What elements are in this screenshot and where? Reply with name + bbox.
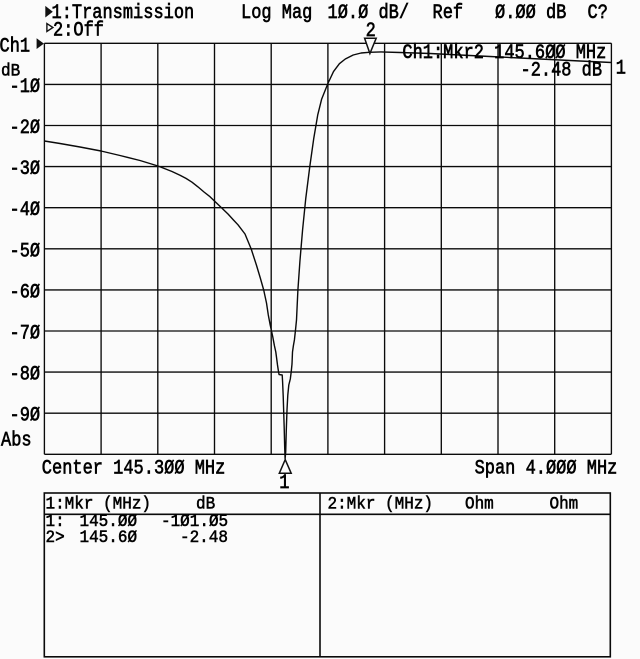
svg-text:-5Ø: -5Ø <box>10 240 41 263</box>
svg-text:1Ø.Ø dB/: 1Ø.Ø dB/ <box>328 2 410 25</box>
svg-text:dB: dB <box>1 62 20 82</box>
svg-text:1: 1 <box>279 472 289 495</box>
svg-text:Span 4.ØØØ MHz: Span 4.ØØØ MHz <box>475 458 618 481</box>
svg-text:Ch1:Mkr2 145.6ØØ MHz: Ch1:Mkr2 145.6ØØ MHz <box>402 42 606 65</box>
svg-text:2: 2 <box>366 20 376 43</box>
svg-text:2>: 2> <box>46 528 65 548</box>
svg-text:Ref: Ref <box>433 2 464 25</box>
svg-text:-2.48: -2.48 <box>180 528 228 548</box>
svg-text:-1Ø: -1Ø <box>10 76 41 99</box>
svg-text:dB: dB <box>196 495 215 515</box>
svg-text:-3Ø: -3Ø <box>10 158 41 181</box>
svg-text:Center 145.3ØØ MHz: Center 145.3ØØ MHz <box>42 458 226 481</box>
svg-text:Ohm: Ohm <box>550 495 579 515</box>
svg-text:Abs: Abs <box>1 429 32 452</box>
svg-text:145.6Ø: 145.6Ø <box>80 528 138 548</box>
svg-text:1:: 1: <box>46 513 65 533</box>
svg-text:C?: C? <box>588 2 608 25</box>
svg-text:-2Ø: -2Ø <box>10 117 41 140</box>
svg-text:-7Ø: -7Ø <box>10 322 41 345</box>
svg-text:-4Ø: -4Ø <box>10 199 41 222</box>
svg-text:1:Transmission: 1:Transmission <box>52 2 195 25</box>
svg-text:Ch1: Ch1 <box>0 35 30 58</box>
svg-text:2:Off: 2:Off <box>53 20 104 43</box>
svg-text:1: 1 <box>616 57 626 80</box>
svg-text:-8Ø: -8Ø <box>10 363 41 386</box>
svg-text:Ø.ØØ dB: Ø.ØØ dB <box>495 2 566 25</box>
svg-text:-9Ø: -9Ø <box>10 405 41 428</box>
svg-text:-1Ø1.Ø5: -1Ø1.Ø5 <box>161 513 228 533</box>
svg-text:-6Ø: -6Ø <box>10 281 41 304</box>
svg-text:Ohm: Ohm <box>465 495 494 515</box>
svg-text:-2.48 dB: -2.48 dB <box>521 59 603 82</box>
svg-text:1:Mkr (MHz): 1:Mkr (MHz) <box>46 495 152 515</box>
svg-text:Log Mag: Log Mag <box>241 2 312 25</box>
svg-text:2:Mkr (MHz): 2:Mkr (MHz) <box>328 495 434 515</box>
svg-text:145.ØØ: 145.ØØ <box>80 513 138 533</box>
